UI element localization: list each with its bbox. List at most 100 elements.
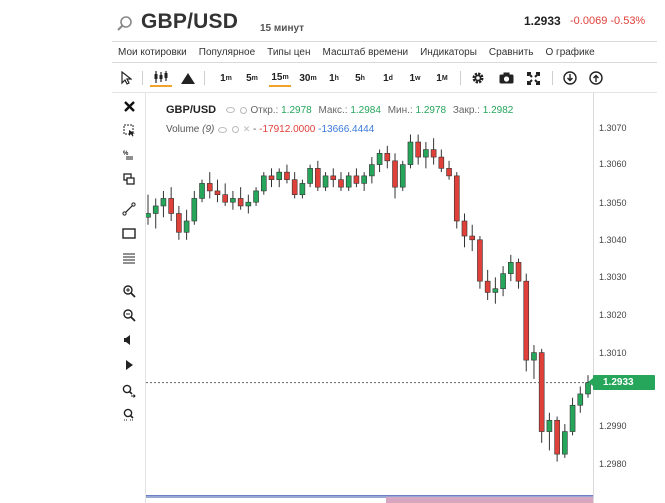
candle bbox=[423, 149, 429, 158]
price-change: -0.0069 -0.53% bbox=[570, 15, 646, 27]
play-icon[interactable] bbox=[120, 356, 138, 374]
candle bbox=[338, 179, 344, 188]
eye-icon[interactable] bbox=[218, 126, 228, 133]
volume-pane bbox=[146, 495, 593, 503]
interval-30m[interactable]: 30 m bbox=[299, 72, 317, 84]
candlestick-chart[interactable] bbox=[146, 93, 593, 503]
candles-chart-icon[interactable] bbox=[150, 69, 172, 87]
gear-icon[interactable] bbox=[239, 106, 247, 114]
candle bbox=[284, 171, 290, 180]
candle bbox=[245, 201, 252, 207]
measure-tool-icon[interactable]: % bbox=[120, 145, 138, 163]
timeframe-label: 15 минут bbox=[260, 23, 305, 34]
upload-icon[interactable] bbox=[588, 69, 604, 87]
candle bbox=[152, 205, 159, 214]
price-label: 1.3010 bbox=[599, 348, 627, 358]
candle bbox=[562, 431, 568, 455]
eye-icon[interactable] bbox=[225, 107, 235, 114]
menu-about-chart[interactable]: О графике bbox=[545, 46, 595, 58]
candle bbox=[477, 239, 483, 282]
camera-icon[interactable] bbox=[498, 69, 514, 87]
close-icon[interactable] bbox=[120, 97, 138, 115]
candle bbox=[260, 175, 267, 192]
close-label: Закр.: bbox=[452, 105, 480, 116]
menu-my-quotes[interactable]: Мои котировки bbox=[118, 46, 187, 58]
speaker-icon[interactable] bbox=[120, 331, 138, 349]
zoom-reset-icon[interactable] bbox=[120, 406, 138, 424]
close-icon[interactable]: ✕ bbox=[242, 124, 251, 134]
candle bbox=[577, 393, 584, 406]
volume-value-2: -13666.4444 bbox=[318, 124, 375, 136]
zoom-right-icon[interactable] bbox=[120, 382, 138, 400]
candle bbox=[515, 262, 522, 282]
gear-icon[interactable] bbox=[231, 126, 239, 133]
high-value: 1.2984 bbox=[350, 105, 381, 116]
area-chart-icon[interactable] bbox=[180, 69, 196, 87]
candle bbox=[484, 280, 491, 293]
download-icon[interactable] bbox=[562, 69, 578, 87]
candle bbox=[230, 198, 236, 203]
volume-legend: Volume (9) ✕ - -17912.0000 -13666.4444 bbox=[166, 124, 374, 135]
high-label: Макс.: bbox=[318, 105, 348, 116]
volume-period: (9) bbox=[202, 124, 215, 136]
candle bbox=[369, 164, 375, 177]
interval-15m[interactable]: 15 m bbox=[269, 69, 291, 87]
candle bbox=[307, 168, 313, 184]
candle bbox=[461, 220, 468, 237]
candle bbox=[569, 404, 576, 432]
menu-compare[interactable]: Сравнить bbox=[488, 46, 534, 58]
select-tool-icon[interactable] bbox=[120, 121, 138, 139]
candle bbox=[291, 179, 298, 195]
candle bbox=[508, 262, 514, 274]
menu-popular[interactable]: Популярное bbox=[198, 46, 256, 58]
candle bbox=[392, 160, 398, 188]
candle bbox=[268, 175, 275, 180]
menu-time-scale[interactable]: Масштаб времени bbox=[322, 46, 409, 58]
menu-indicators[interactable]: Индикаторы bbox=[420, 46, 477, 58]
price-axis[interactable]: 1.3070 1.3060 1.3050 1.3040 1.3030 1.302… bbox=[593, 93, 657, 503]
zoom-out-icon[interactable] bbox=[120, 306, 138, 324]
price-label: 1.2990 bbox=[599, 421, 627, 431]
candle bbox=[253, 190, 259, 203]
candle bbox=[191, 198, 198, 222]
zoom-in-icon[interactable] bbox=[120, 282, 138, 300]
settings-gear-icon[interactable] bbox=[470, 69, 486, 87]
cursor-icon[interactable] bbox=[118, 69, 134, 87]
candle bbox=[430, 149, 437, 158]
clone-tool-icon[interactable] bbox=[120, 170, 138, 188]
candle bbox=[554, 419, 560, 455]
rectangle-tool-icon[interactable] bbox=[120, 225, 138, 243]
candle bbox=[168, 198, 174, 214]
symbol-title[interactable]: GBP/USD bbox=[141, 10, 239, 33]
drawing-tools-panel: % bbox=[112, 93, 146, 503]
svg-text:%: % bbox=[123, 151, 129, 157]
candle bbox=[438, 156, 445, 169]
candle bbox=[353, 175, 360, 184]
menu-price-types[interactable]: Типы цен bbox=[267, 46, 311, 58]
last-price: 1.2933 bbox=[524, 14, 561, 28]
candle bbox=[531, 352, 537, 361]
candle bbox=[330, 175, 337, 180]
candle bbox=[376, 153, 383, 165]
candle bbox=[222, 194, 228, 203]
fullscreen-icon[interactable] bbox=[525, 69, 541, 87]
candle bbox=[361, 175, 367, 184]
price-label: 1.3020 bbox=[599, 310, 627, 320]
candle bbox=[453, 175, 460, 222]
candle bbox=[415, 141, 421, 158]
candle bbox=[183, 220, 190, 233]
candle bbox=[160, 198, 167, 207]
trend-line-icon[interactable] bbox=[120, 200, 138, 218]
search-icon[interactable] bbox=[116, 15, 134, 33]
volume-label: Volume bbox=[166, 124, 200, 136]
fibonacci-tool-icon[interactable] bbox=[120, 250, 138, 268]
